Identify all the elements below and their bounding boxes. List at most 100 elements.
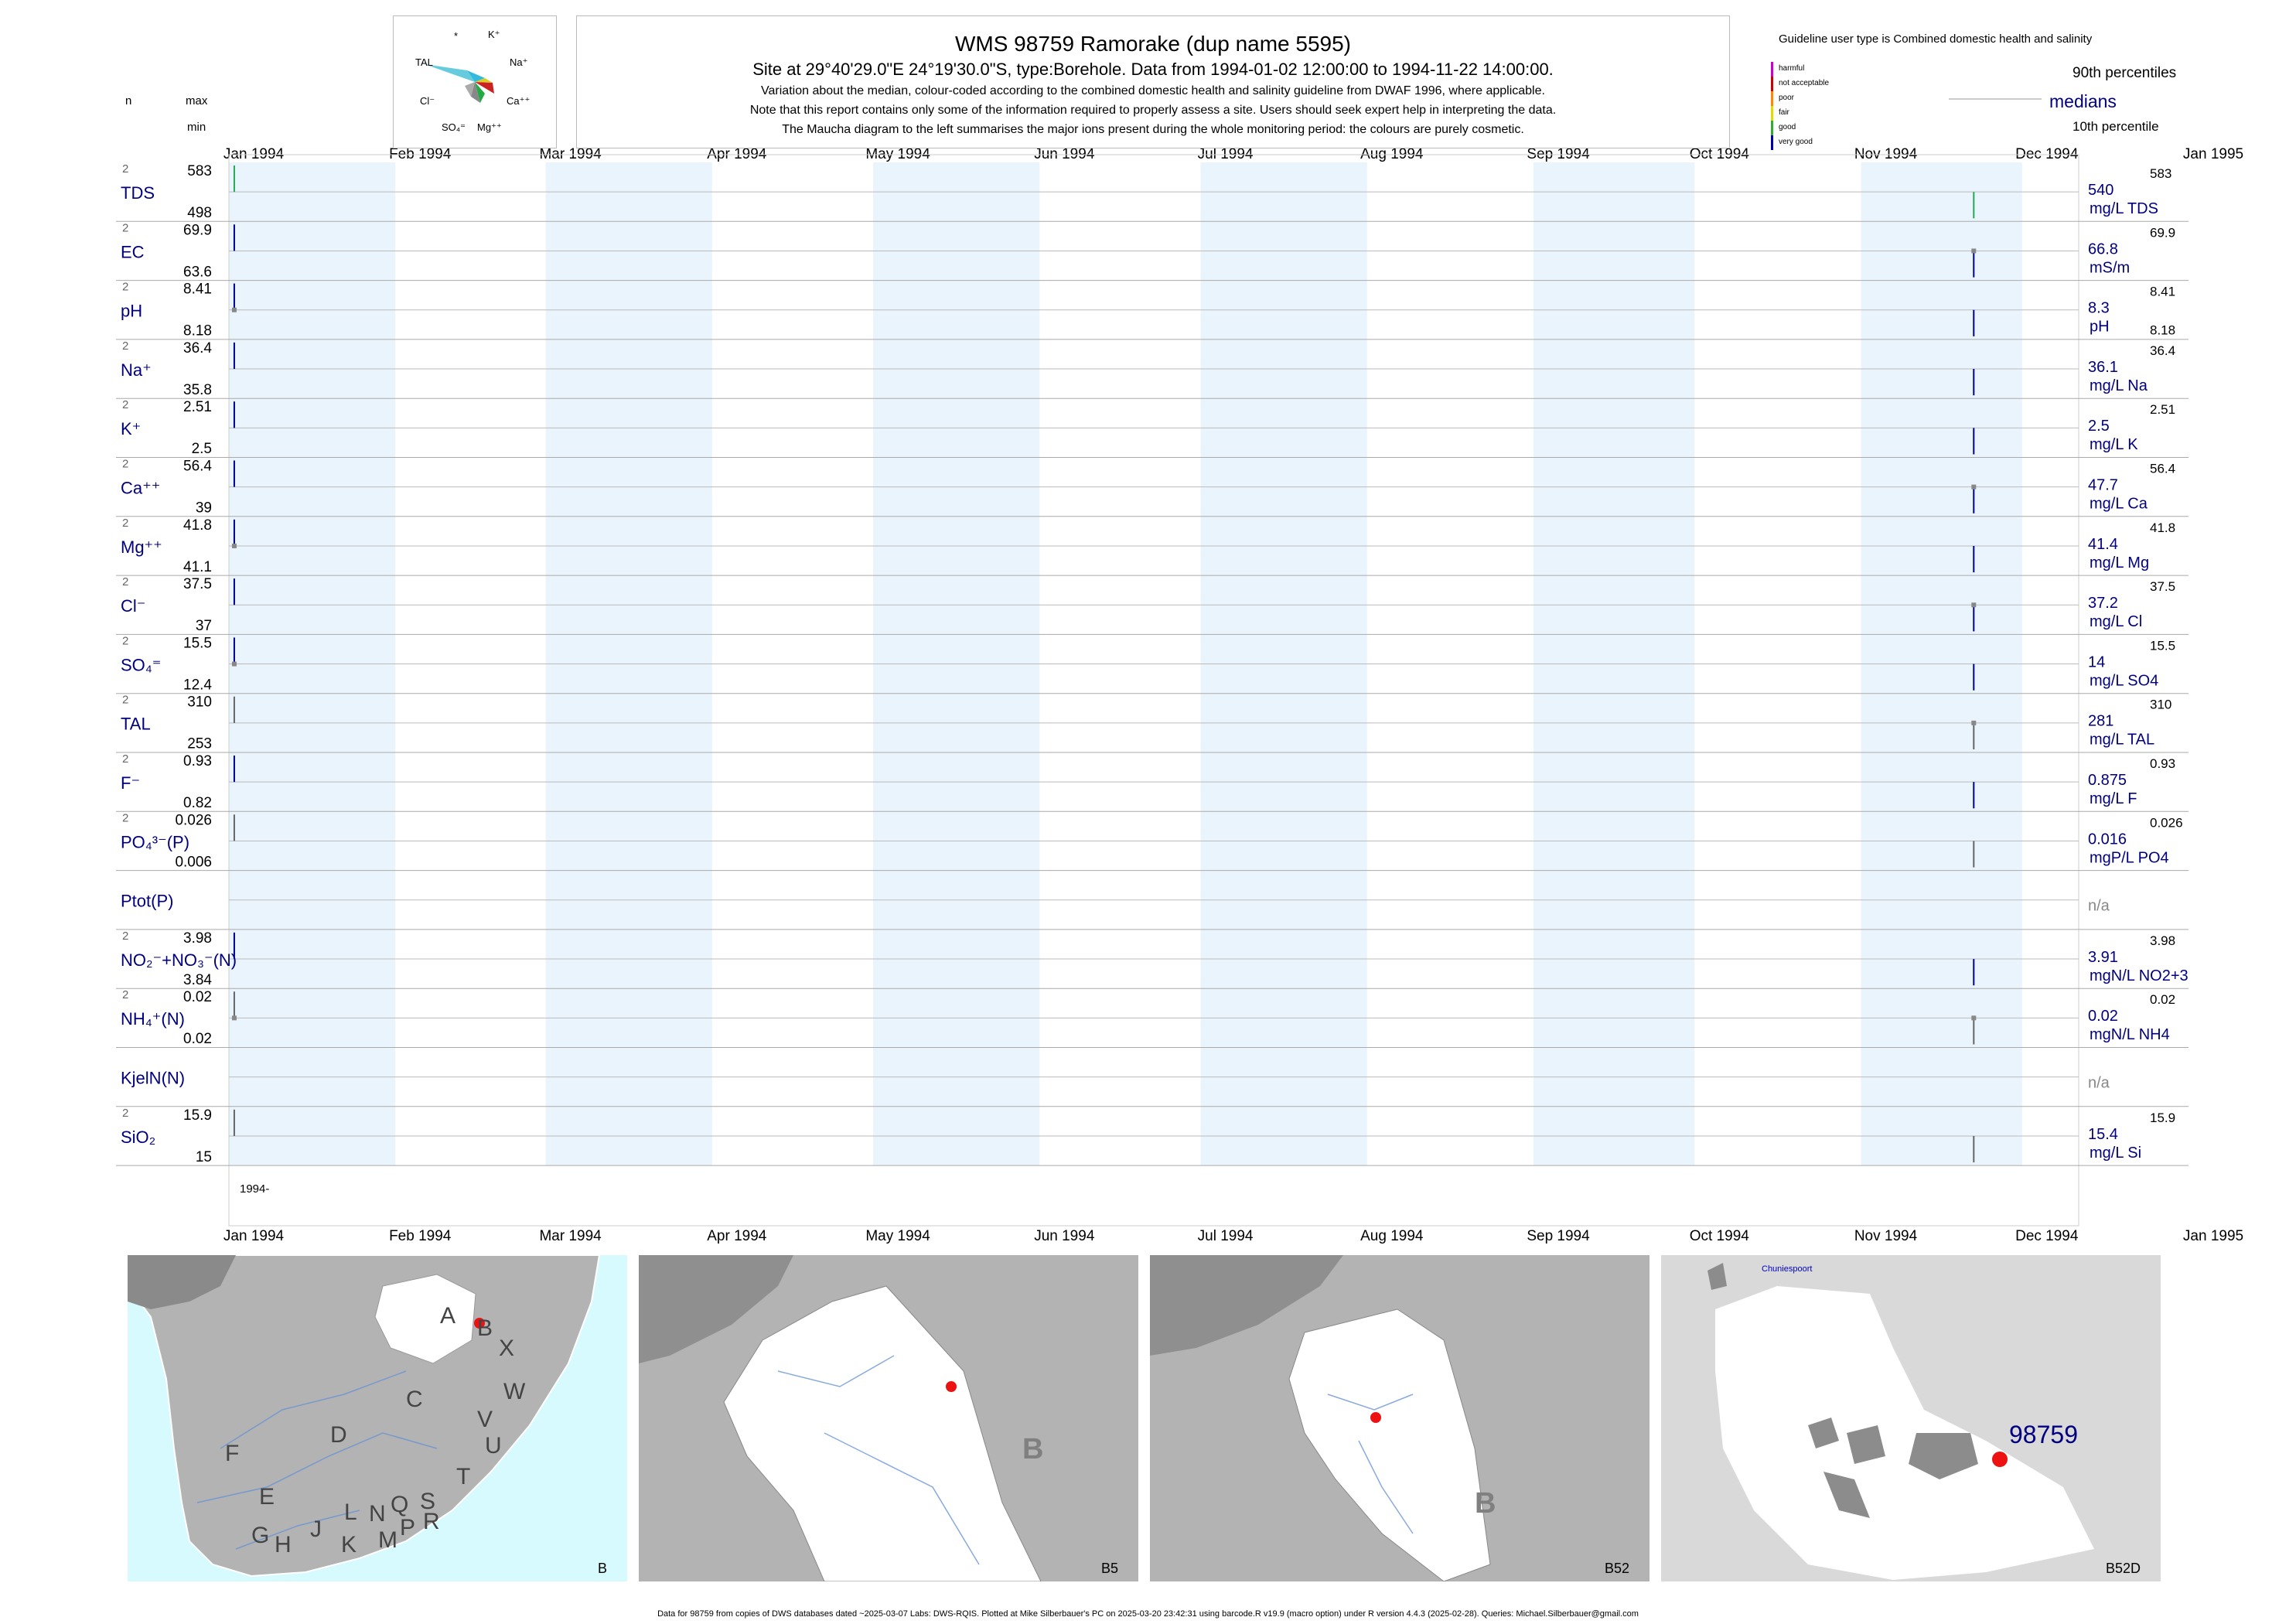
row-p90-value: 37.5 <box>2150 579 2175 594</box>
sample-median-dot <box>1971 1015 1977 1021</box>
map-south-africa-shapes <box>128 1255 601 1578</box>
row-max-value: 310 <box>187 694 212 711</box>
map-label-T: T <box>456 1464 471 1489</box>
year-label: 1994- <box>240 1182 269 1196</box>
row-min-value: 37 <box>196 618 212 634</box>
map-region-b <box>374 1274 476 1364</box>
row-max-value: 56.4 <box>183 459 212 475</box>
note-line-3: The Maucha diagram to the left summarise… <box>782 123 1524 136</box>
site-marker-b52d[interactable] <box>1992 1452 2008 1467</box>
legend-median-label: medians <box>2049 91 2117 111</box>
legend-color-swatch <box>1771 106 1773 121</box>
row-median-value: n/a <box>2088 1075 2110 1092</box>
month-tick-label-bottom: Jul 1994 <box>1198 1228 1254 1244</box>
row-p90-value: 41.8 <box>2150 520 2175 535</box>
row-n-value: 2 <box>122 811 128 824</box>
maucha-label-tal: TAL <box>415 56 433 68</box>
row-n-value: 2 <box>122 398 128 411</box>
month-tick-label-bottom: Oct 1994 <box>1690 1228 1750 1244</box>
row-parameter-name: NO₂⁻+NO₃⁻(N) <box>121 950 237 970</box>
row-min-value: 2.5 <box>192 441 212 457</box>
sample-median-dot <box>1971 720 1977 725</box>
month-tick-label-bottom: Nov 1994 <box>1854 1228 1918 1244</box>
map-caption-b: B <box>597 1561 607 1576</box>
row-n-value: 2 <box>122 930 128 943</box>
row-min-value: 35.8 <box>183 382 212 398</box>
legend-class-label: very good <box>1779 138 1813 146</box>
legend-p90-label: 90th percentiles <box>2073 65 2177 81</box>
row-median-value: 281 <box>2088 713 2113 730</box>
map-b52d-patch-4 <box>1909 1433 1978 1479</box>
row-max-value: 0.02 <box>183 989 212 1005</box>
maucha-diagram: * K⁺ TAL Na⁺ Cl⁻ Ca⁺⁺ SO₄⁼ Mg⁺⁺ <box>393 15 557 148</box>
row-p90-value: 0.93 <box>2150 756 2175 771</box>
row-n-value: 2 <box>122 988 128 1001</box>
maucha-label-cl: Cl⁻ <box>420 95 435 107</box>
maucha-label-ca: Ca⁺⁺ <box>507 95 531 107</box>
map-label-M: M <box>378 1527 397 1553</box>
row-p90-value: 0.02 <box>2150 992 2175 1007</box>
row-min-value: 3.84 <box>183 972 212 988</box>
maucha-label-na: Na⁺ <box>510 56 528 68</box>
row-max-value: 69.9 <box>183 222 212 238</box>
month-tick-label-bottom: Jun 1994 <box>1034 1228 1095 1244</box>
row-median-value: 37.2 <box>2088 595 2118 612</box>
row-min-value: 63.6 <box>183 264 212 280</box>
row-unit-label: mg/L F <box>2090 790 2137 807</box>
report-title: WMS 98759 Ramorake (dup name 5595) <box>954 32 1352 56</box>
maucha-so4-sector <box>471 82 480 103</box>
row-median-value: 0.02 <box>2088 1008 2118 1025</box>
row-parameter-name: F⁻ <box>121 773 140 793</box>
map-b52-region-label: B <box>1475 1487 1496 1520</box>
map-b5-region-label: B <box>1022 1433 1044 1465</box>
month-tick-label-bottom: Mar 1994 <box>539 1228 602 1244</box>
row-median-value: 47.7 <box>2088 477 2118 494</box>
row-median-value: n/a <box>2088 898 2110 915</box>
row-unit-label: mg/L K <box>2090 436 2138 453</box>
row-p90-value: 36.4 <box>2150 343 2175 358</box>
map-b52d-catchment <box>1715 1286 2094 1580</box>
map-b5-shapes <box>639 1255 1042 1581</box>
map-label-A: A <box>440 1303 456 1329</box>
map-b52d-patch-3 <box>1823 1472 1870 1518</box>
note-line-2: Note that this report contains only some… <box>749 104 1557 117</box>
map-label-U: U <box>485 1433 502 1459</box>
map-label-C: C <box>406 1387 423 1412</box>
column-header-min: min <box>187 121 206 134</box>
row-min-value: 15 <box>196 1149 212 1165</box>
map-label-Q: Q <box>391 1492 409 1517</box>
map-b52d-site-label: 98759 <box>2009 1421 2078 1448</box>
map-label-X: X <box>499 1336 515 1361</box>
row-parameter-name: SiO₂ <box>121 1128 155 1147</box>
map-caption-b5: B5 <box>1100 1561 1118 1576</box>
maucha-cl-sector <box>465 82 475 97</box>
row-parameter-name: TDS <box>121 183 155 203</box>
row-n-value: 2 <box>122 458 128 471</box>
maucha-glyph <box>425 64 494 103</box>
map-label-L: L <box>344 1499 357 1525</box>
site-marker-b5 <box>946 1381 957 1392</box>
map-caption-b52d: B52D <box>2105 1561 2141 1576</box>
row-p90-value: 15.9 <box>2150 1111 2175 1125</box>
row-n-value: 2 <box>122 575 128 589</box>
map-label-G: G <box>251 1523 270 1548</box>
map-b52-catchment <box>1288 1308 1491 1581</box>
row-max-value: 2.51 <box>183 399 212 415</box>
sample-median-dot <box>231 307 237 312</box>
row-parameter-name: Cl⁻ <box>121 596 145 616</box>
map-b52d-patch-1 <box>1808 1418 1839 1448</box>
row-median-value: 3.91 <box>2088 949 2118 966</box>
maucha-label-so4: SO₄⁼ <box>442 121 466 133</box>
row-min-value: 41.1 <box>183 559 212 575</box>
row-p90-value: 56.4 <box>2150 462 2175 476</box>
row-parameter-name: KjelN(N) <box>121 1069 185 1088</box>
row-unit-label: mg/L Mg <box>2090 554 2149 571</box>
sample-median-dot <box>1971 248 1977 254</box>
row-parameter-name: PO₄³⁻(P) <box>121 832 189 851</box>
row-median-value: 36.1 <box>2088 359 2118 376</box>
row-unit-label: mgP/L PO4 <box>2090 849 2169 866</box>
legend-color-swatch <box>1771 135 1773 150</box>
row-min-value: 12.4 <box>183 677 212 693</box>
site-marker-b52 <box>1370 1412 1381 1423</box>
sample-median-dot <box>1971 484 1977 490</box>
